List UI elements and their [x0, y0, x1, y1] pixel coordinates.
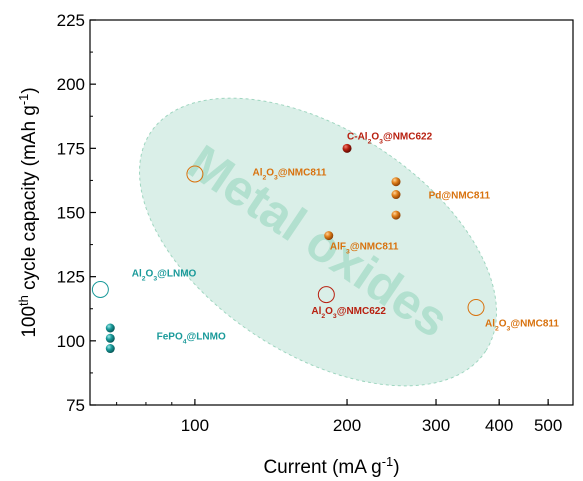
metal-oxides-region [139, 97, 497, 387]
data-point [391, 177, 401, 187]
data-point [105, 333, 115, 343]
data-point [391, 190, 401, 200]
x-tick-label: 500 [534, 416, 562, 435]
x-tick-label: 300 [422, 416, 450, 435]
label-fepo4-lnmo: FePO4@LNMO [157, 332, 226, 346]
label-alf3-nmc811: AlF3@NMC811 [330, 242, 399, 256]
x-tick-label: 200 [333, 416, 361, 435]
x-tick-label: 400 [485, 416, 513, 435]
data-point [324, 231, 334, 241]
x-axis-title: Current (mA g-1) [263, 454, 399, 479]
y-tick-label: 200 [57, 75, 85, 94]
label-al2o3-nmc811-right: Al2O3@NMC811 [485, 319, 559, 333]
y-axis-title: 100th cycle capacity (mAh g-1) [16, 87, 41, 337]
x-tick-label: 100 [181, 416, 209, 435]
label-c-al2o3-nmc622: C-Al2O3@NMC622 [347, 131, 433, 145]
data-point-open [186, 165, 204, 183]
label-pd-nmc811: Pd@NMC811 [429, 190, 491, 201]
y-tick-label: 175 [57, 139, 85, 158]
data-point-open [467, 298, 485, 316]
data-point [105, 323, 115, 333]
data-point [342, 143, 352, 153]
y-tick-label: 150 [57, 204, 85, 223]
data-point [391, 210, 401, 220]
label-al2o3-nmc811-left: Al2O3@NMC811 [252, 167, 326, 181]
label-al2o3-nmc622: Al2O3@NMC622 [311, 306, 386, 320]
data-point-open [317, 286, 335, 304]
data-point-open [91, 281, 109, 298]
data-point [105, 344, 115, 354]
y-tick-label: 75 [66, 396, 85, 415]
label-al2o3-lnmo: Al2O3@LNMO [132, 269, 197, 283]
y-tick-label: 100 [57, 332, 85, 351]
y-tick-label: 225 [57, 11, 85, 30]
y-tick-label: 125 [57, 268, 85, 287]
